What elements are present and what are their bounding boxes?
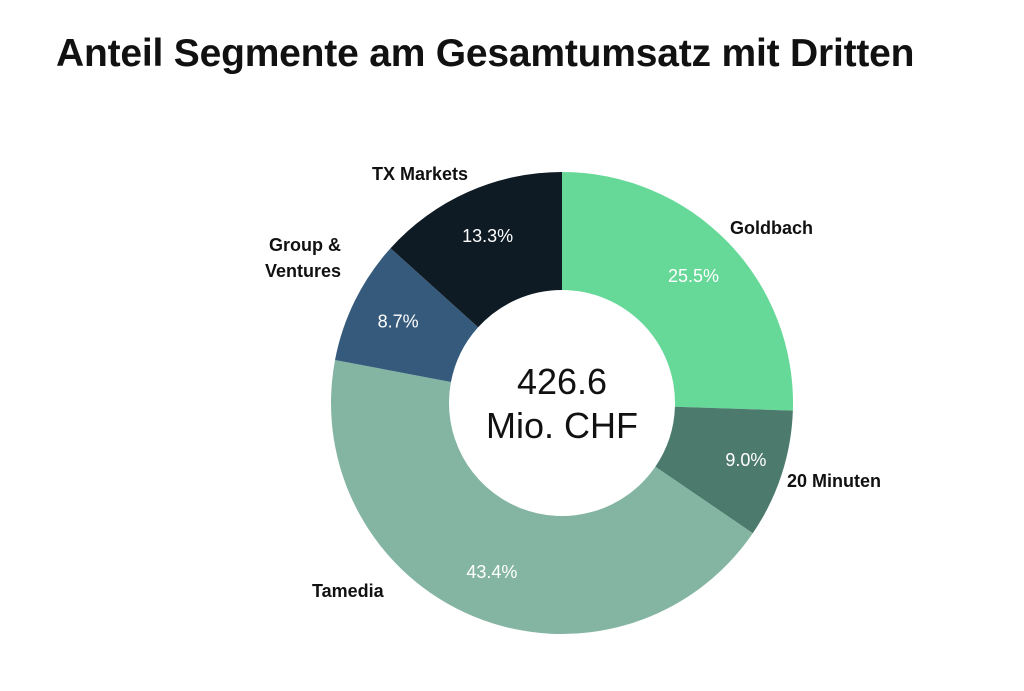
donut-center: 426.6 Mio. CHF [486, 361, 638, 446]
donut-slices [331, 172, 793, 634]
slice-tx-markets [390, 172, 562, 328]
slice-tamedia [331, 360, 753, 634]
segment-label-goldbach: Goldbach [730, 218, 813, 238]
segment-label-tx-markets: TX Markets [372, 164, 468, 184]
segment-labels: Goldbach 20 Minuten Tamedia Group & Ventures… [265, 164, 881, 601]
center-total-unit: Mio. CHF [486, 405, 638, 446]
percent-label-group-ventures: 8.7% [378, 312, 419, 332]
percent-label-tx-markets: 13.3% [462, 226, 513, 246]
segment-label-group-ventures: Group & Ventures [265, 235, 341, 281]
percent-label-goldbach: 25.5% [668, 266, 719, 286]
percent-labels: 25.5% 9.0% 43.4% 8.7% 13.3% [378, 226, 767, 582]
chart-title: Anteil Segmente am Gesamtumsatz mit Drit… [56, 32, 915, 75]
segment-label-20-minuten: 20 Minuten [787, 471, 881, 491]
slice-group-ventures [335, 248, 479, 382]
center-total-value: 426.6 [517, 361, 607, 402]
slice-20-minuten [655, 406, 793, 534]
slice-goldbach [562, 172, 793, 411]
segment-label-tamedia: Tamedia [312, 581, 385, 601]
percent-label-20-minuten: 9.0% [725, 450, 766, 470]
percent-label-tamedia: 43.4% [466, 562, 517, 582]
